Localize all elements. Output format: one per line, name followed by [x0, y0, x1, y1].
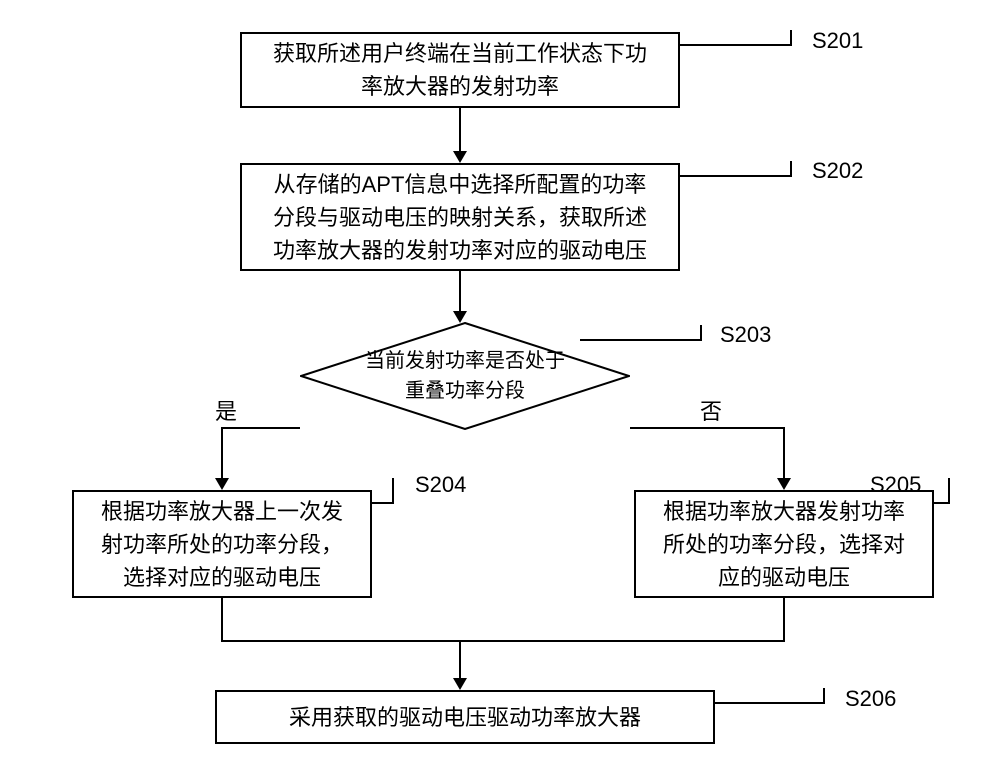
step-s206-text: 采用获取的驱动电压驱动功率放大器 — [289, 701, 641, 734]
leader-s201-v — [790, 30, 792, 46]
arrow-yes-h — [222, 427, 300, 429]
step-s204-text: 根据功率放大器上一次发 射功率所处的功率分段， 选择对应的驱动电压 — [101, 495, 343, 594]
step-s205-box: 根据功率放大器发射功率 所处的功率分段，选择对 应的驱动电压 — [634, 490, 934, 598]
step-s203-text: 当前发射功率是否处于 重叠功率分段 — [365, 350, 565, 402]
arrow-merge-down — [459, 640, 461, 678]
arrow-no-h — [630, 427, 785, 429]
leader-s202-v — [790, 161, 792, 177]
step-s201-text: 获取所述用户终端在当前工作状态下功 率放大器的发射功率 — [273, 37, 647, 103]
arrow-s201-s202 — [459, 108, 461, 151]
leader-s205-v — [948, 478, 950, 504]
arrow-s202-s203 — [459, 271, 461, 311]
step-s202-text: 从存储的APT信息中选择所配置的功率 分段与驱动电压的映射关系，获取所述 功率放… — [273, 168, 647, 267]
flowchart-container: 获取所述用户终端在当前工作状态下功 率放大器的发射功率 S201 从存储的APT… — [0, 0, 1000, 774]
step-s203-label: S203 — [720, 322, 771, 348]
leader-s204-v — [392, 478, 394, 504]
leader-s204 — [372, 502, 392, 504]
step-s204-box: 根据功率放大器上一次发 射功率所处的功率分段， 选择对应的驱动电压 — [72, 490, 372, 598]
leader-s206-v — [823, 688, 825, 704]
step-s205-text: 根据功率放大器发射功率 所处的功率分段，选择对 应的驱动电压 — [663, 495, 905, 594]
arrow-s205-down — [783, 598, 785, 640]
leader-s203-v — [700, 325, 702, 341]
leader-s203 — [580, 339, 700, 341]
arrowhead-merge — [453, 678, 467, 690]
step-s202-box: 从存储的APT信息中选择所配置的功率 分段与驱动电压的映射关系，获取所述 功率放… — [240, 163, 680, 271]
arrowhead-s201-s202 — [453, 151, 467, 163]
step-s201-box: 获取所述用户终端在当前工作状态下功 率放大器的发射功率 — [240, 32, 680, 108]
step-s202-label: S202 — [812, 158, 863, 184]
arrow-yes-v — [221, 427, 223, 478]
step-s205-label: S205 — [870, 472, 921, 498]
step-s206-box: 采用获取的驱动电压驱动功率放大器 — [215, 690, 715, 744]
step-s204-label: S204 — [415, 472, 466, 498]
arrowhead-yes — [215, 478, 229, 490]
leader-s206 — [715, 702, 823, 704]
branch-no-label: 否 — [700, 394, 722, 426]
leader-s202 — [680, 175, 790, 177]
arrowhead-no — [777, 478, 791, 490]
arrow-merge-h — [221, 640, 785, 642]
arrow-no-v — [783, 427, 785, 478]
step-s206-label: S206 — [845, 686, 896, 712]
step-s201-label: S201 — [812, 28, 863, 54]
leader-s205-diag — [934, 502, 948, 504]
branch-yes-label: 是 — [215, 394, 237, 426]
leader-s201 — [680, 44, 790, 46]
arrow-s204-down — [221, 598, 223, 640]
